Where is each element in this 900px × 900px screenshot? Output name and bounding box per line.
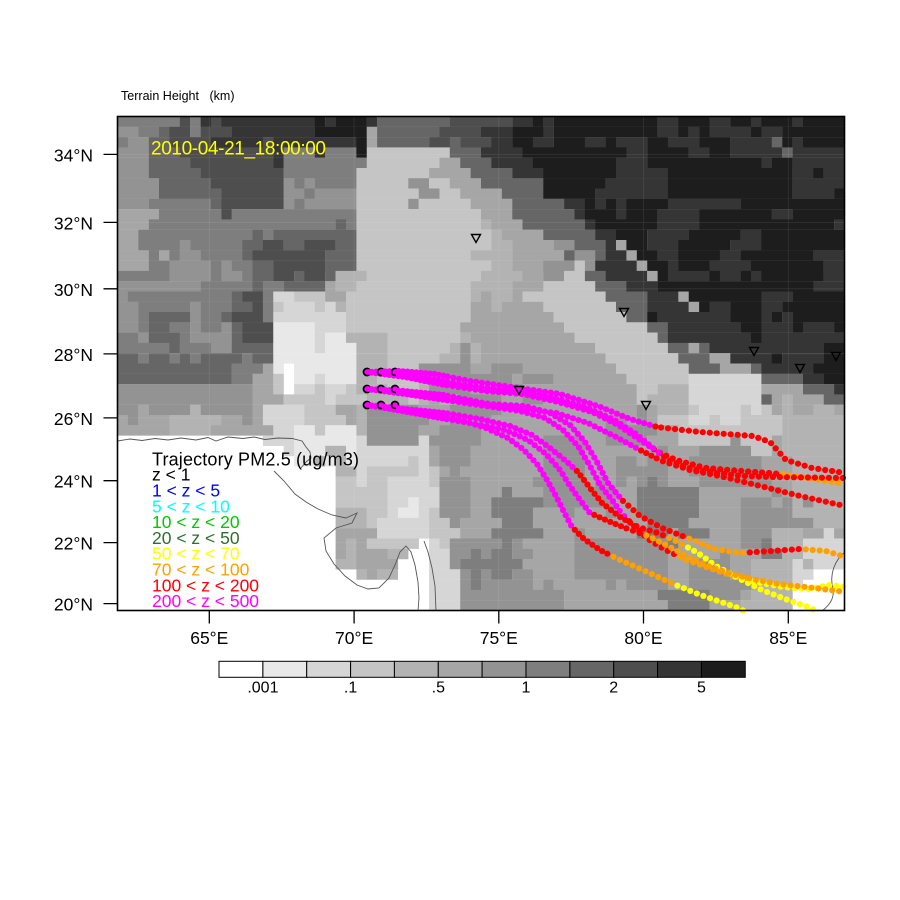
svg-text:22°N: 22°N bbox=[54, 534, 93, 554]
svg-text:1 < z < 5: 1 < z < 5 bbox=[152, 480, 220, 500]
svg-text:24°N: 24°N bbox=[54, 472, 93, 492]
svg-text:75°E: 75°E bbox=[480, 628, 518, 648]
svg-text:Trajectory PM2.5 (ug/m3): Trajectory PM2.5 (ug/m3) bbox=[152, 450, 359, 470]
svg-text:50 < z < 70: 50 < z < 70 bbox=[152, 544, 240, 564]
svg-text:z < 1: z < 1 bbox=[152, 465, 190, 485]
svg-text:2: 2 bbox=[609, 680, 618, 697]
svg-text:20°N: 20°N bbox=[54, 595, 93, 615]
svg-text:85°E: 85°E bbox=[769, 628, 807, 648]
svg-text:70 < z < 100: 70 < z < 100 bbox=[152, 560, 250, 580]
svg-text:10 < z < 20: 10 < z < 20 bbox=[152, 512, 240, 532]
svg-text:.1: .1 bbox=[344, 680, 357, 697]
svg-text:.001: .001 bbox=[247, 680, 278, 697]
svg-text:26°N: 26°N bbox=[54, 409, 93, 429]
svg-text:32°N: 32°N bbox=[54, 213, 93, 233]
svg-text:20 < z < 50: 20 < z < 50 bbox=[152, 528, 240, 548]
svg-text:70°E: 70°E bbox=[335, 628, 373, 648]
svg-text:.5: .5 bbox=[432, 680, 445, 697]
svg-text:2010-04-21_18:00:00: 2010-04-21_18:00:00 bbox=[151, 139, 326, 160]
svg-text:65°E: 65°E bbox=[190, 628, 228, 648]
svg-text:1: 1 bbox=[522, 680, 531, 697]
svg-text:100 < z < 200: 100 < z < 200 bbox=[152, 575, 259, 595]
svg-text:5: 5 bbox=[697, 680, 706, 697]
svg-text:34°N: 34°N bbox=[54, 145, 93, 165]
svg-text:28°N: 28°N bbox=[54, 345, 93, 365]
svg-text:80°E: 80°E bbox=[624, 628, 662, 648]
svg-text:Terrain Height (km): Terrain Height (km) bbox=[121, 89, 235, 103]
svg-text:200 < z < 500: 200 < z < 500 bbox=[152, 591, 259, 611]
svg-text:5 < z < 10: 5 < z < 10 bbox=[152, 496, 230, 516]
svg-text:30°N: 30°N bbox=[54, 280, 93, 300]
